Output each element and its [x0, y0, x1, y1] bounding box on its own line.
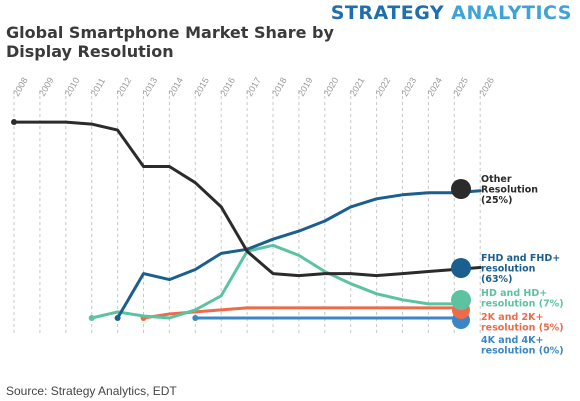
series-line-hd-and-hd-resolution [90, 243, 456, 320]
series-end-marker-hd-and-hd-resolution [451, 290, 471, 310]
x-tick-label-2008: 2008 [11, 76, 30, 98]
x-tick-label-2014: 2014 [166, 76, 185, 98]
brand-word-strategy: STRATEGY [330, 2, 445, 24]
series-line-other-resolution [12, 120, 482, 278]
series-line-fhd-and-fhd-resolution [116, 189, 482, 320]
series-label-fhd-and-fhd-resolution: FHD and FHD+ resolution (63%) [481, 253, 560, 285]
x-tick-label-2024: 2024 [425, 76, 444, 98]
series-end-marker-fhd-and-fhd-resolution [451, 258, 471, 278]
series-label-4k-and-4k-resolution: 4K and 4K+ resolution (0%) [481, 335, 564, 357]
series-start-point-fhd-and-fhd-resolution [114, 315, 121, 321]
series-label-hd-and-hd-resolution: HD and HD+ resolution (7%) [481, 288, 564, 310]
series-label-line: (25%) [481, 195, 512, 206]
line-chart: 2008 2009 2010 2011 2012 2013 2014 2015 2016 2017… [11, 76, 564, 357]
x-tick-label-2020: 2020 [322, 76, 341, 98]
series-line-2k-and-2k-resolution [142, 306, 456, 320]
x-tick-label-2011: 2011 [89, 76, 107, 98]
x-tick-label-2010: 2010 [63, 76, 82, 98]
x-tick-label-2022: 2022 [374, 76, 393, 98]
x-tick-label-2015: 2015 [192, 76, 211, 98]
series-end-labels: Other Resolution (25%)FHD and FHD+ resoluti… [481, 174, 564, 357]
x-tick-label-2023: 2023 [400, 76, 419, 98]
x-tick-label-2009: 2009 [37, 76, 56, 98]
series-end-marker-other-resolution [451, 179, 471, 199]
series-start-point-4k-and-4k-resolution [192, 315, 199, 321]
series-label-line: resolution (5%) [481, 323, 564, 334]
x-axis-tick-labels: 2008 2009 2010 2011 2012 2013 2014 2015 2016 2017… [11, 76, 496, 98]
series-label-line: resolution (0%) [481, 346, 564, 357]
series-label-other-resolution: Other Resolution (25%) [481, 174, 538, 206]
brand-word-analytics: ANALYTICS [451, 2, 572, 24]
brand-logo: STRATEGY ANALYTICS [331, 2, 572, 24]
series-end-markers [451, 179, 471, 329]
series-label-line: HD and HD+ [481, 288, 547, 299]
x-tick-label-2012: 2012 [115, 76, 134, 98]
x-tick-label-2017: 2017 [244, 76, 263, 98]
chart-title: Global Smartphone Market Share by Displa… [6, 23, 334, 61]
x-tick-label-2016: 2016 [218, 76, 237, 98]
series-start-point-other-resolution [11, 119, 17, 126]
series-label-line: 2K and 2K+ [481, 312, 544, 323]
series-label-line: resolution [481, 264, 536, 275]
x-tick-label-2021: 2021 [348, 76, 367, 98]
series-label-line: (63%) [481, 274, 512, 285]
source-note: Source: Strategy Analytics, EDT [6, 384, 177, 398]
series-start-point-hd-and-hd-resolution [88, 315, 95, 321]
series-label-line: FHD and FHD+ [481, 253, 560, 264]
series-label-line: Other [481, 174, 512, 185]
x-tick-label-2013: 2013 [141, 76, 160, 98]
series-label-2k-and-2k-resolution: 2K and 2K+ resolution (5%) [481, 312, 564, 334]
x-tick-label-2019: 2019 [296, 76, 315, 98]
x-tick-label-2018: 2018 [270, 76, 289, 98]
series-label-line: Resolution [481, 185, 538, 196]
series-label-line: 4K and 4K+ [481, 335, 544, 346]
x-tick-label-2026: 2026 [477, 76, 496, 98]
x-tick-label-2025: 2025 [451, 76, 470, 98]
series-label-line: resolution (7%) [481, 299, 564, 310]
series-lines [11, 119, 482, 321]
vertical-gridlines [13, 90, 481, 335]
